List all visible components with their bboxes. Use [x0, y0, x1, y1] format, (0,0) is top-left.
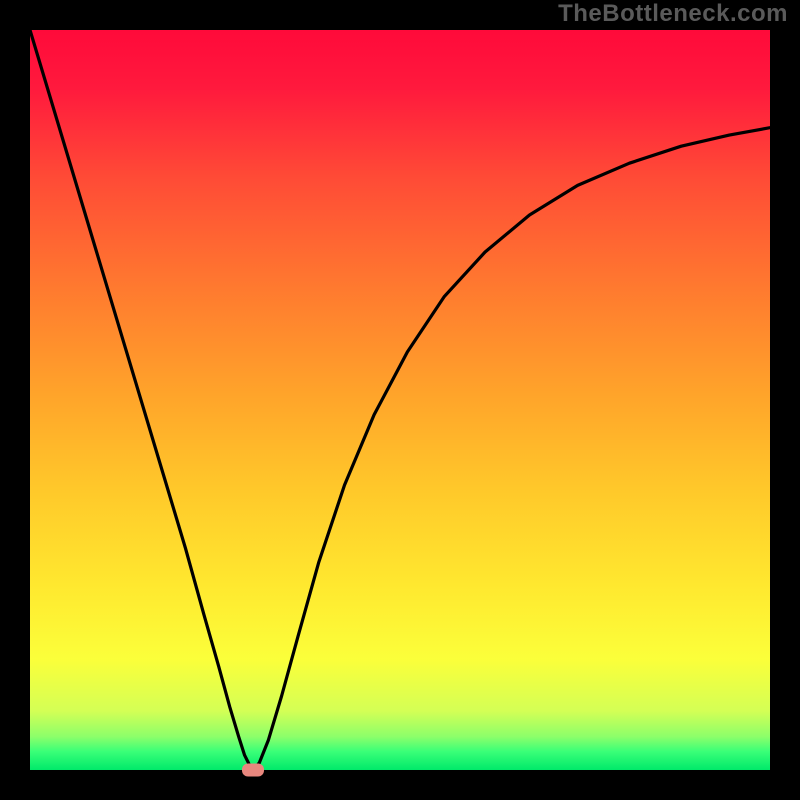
watermark-text: TheBottleneck.com — [558, 0, 788, 28]
chart-container: TheBottleneck.com — [0, 0, 800, 800]
plot-area — [30, 30, 770, 770]
plot-svg — [30, 30, 770, 770]
